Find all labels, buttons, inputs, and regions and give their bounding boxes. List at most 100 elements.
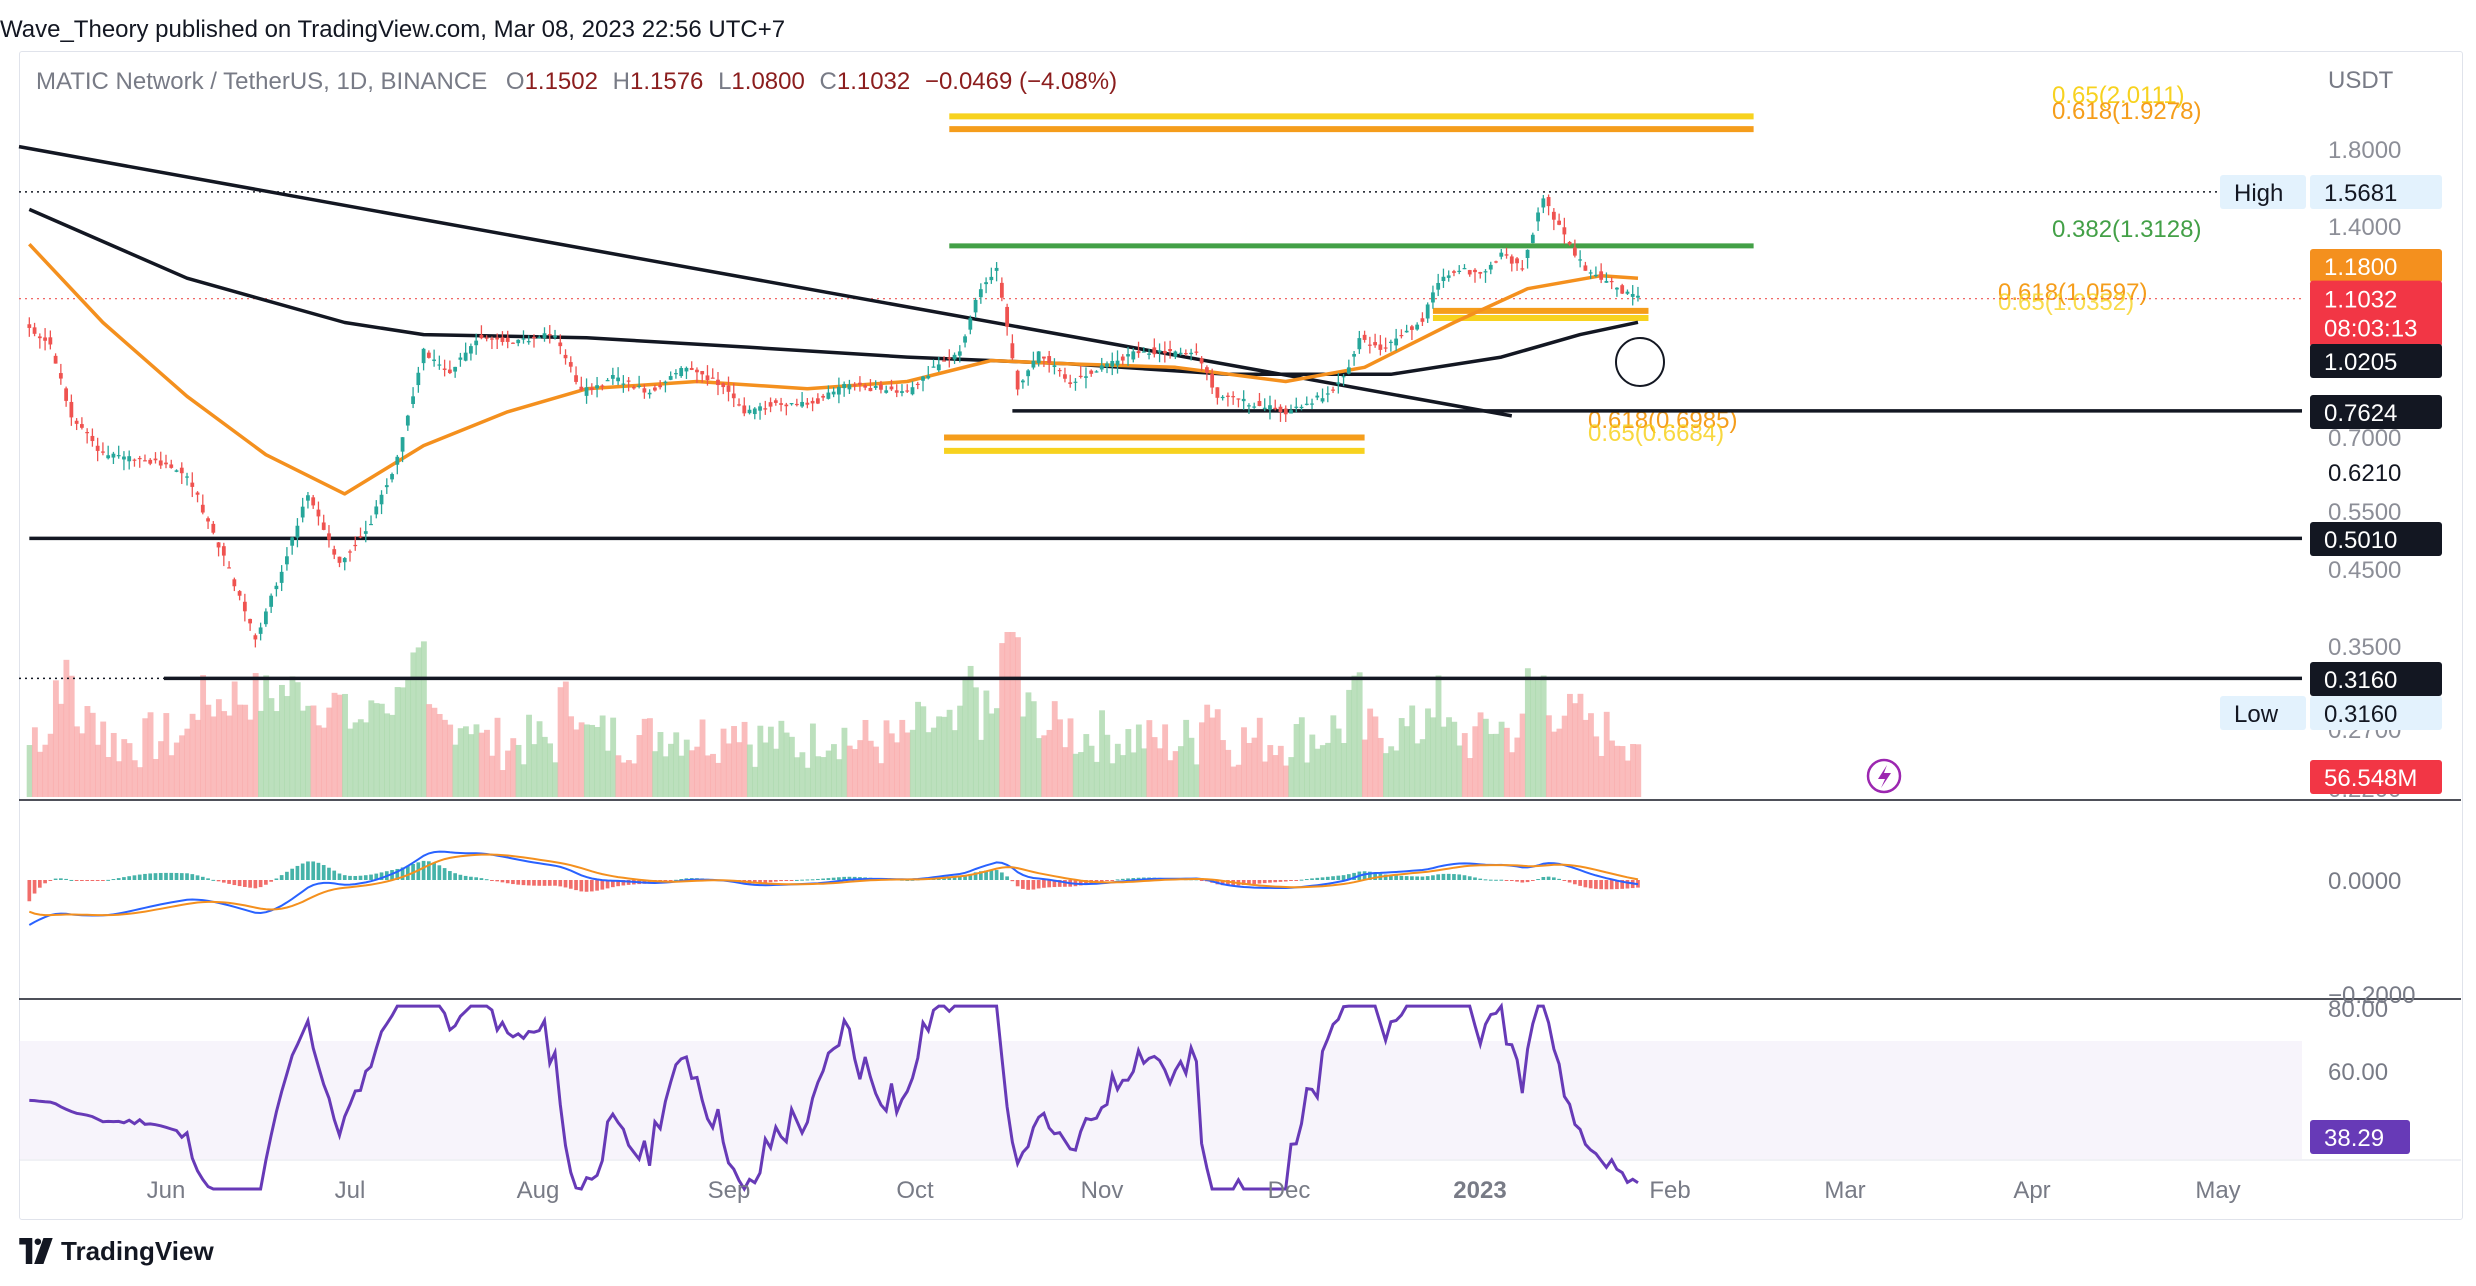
candle-body	[27, 324, 32, 328]
volume-bar	[583, 724, 590, 797]
macd-histogram-bar	[1294, 880, 1299, 881]
candle-body	[1383, 347, 1388, 349]
candle-body	[300, 506, 305, 518]
candle-body	[316, 509, 321, 517]
macd-histogram-bar	[500, 880, 505, 883]
candle-body	[200, 504, 205, 513]
candle-body	[1373, 342, 1378, 346]
macd-histogram-bar	[1078, 880, 1083, 886]
volume-bar	[168, 755, 175, 797]
macd-histogram-bar	[206, 878, 210, 880]
candle-body	[505, 337, 510, 342]
macd-signal-line	[28, 853, 1639, 917]
macd-histogram-bar	[321, 865, 326, 880]
macd-line	[28, 850, 1639, 926]
macd-histogram-bar	[1000, 872, 1004, 880]
volume-bar	[42, 744, 49, 797]
candle-body	[784, 404, 789, 407]
candle-body	[342, 558, 347, 563]
volume-bar	[342, 693, 348, 797]
volume-bar	[1146, 720, 1153, 797]
candle-body	[1536, 212, 1540, 222]
volume-bar	[1241, 727, 1247, 797]
candle-body	[374, 506, 379, 515]
volume-bar	[426, 704, 433, 797]
candle-body	[1346, 367, 1351, 374]
tradingview-logo-icon	[19, 1238, 53, 1264]
candle-body	[779, 403, 783, 405]
price-tag-box	[2310, 522, 2442, 556]
volume-bar	[405, 679, 412, 797]
candle-body	[1525, 249, 1530, 258]
volume-bar	[468, 734, 475, 797]
macd-histogram-bar	[132, 875, 137, 880]
macd-histogram-bar	[369, 874, 373, 880]
volume-bar	[441, 719, 448, 797]
volume-bar	[1588, 713, 1594, 797]
candle-body	[495, 337, 500, 340]
macd-histogram-bar	[221, 880, 226, 883]
volume-bar	[1099, 710, 1105, 797]
volume-bar	[315, 725, 322, 797]
candle-body	[48, 337, 53, 345]
candle-body	[95, 445, 100, 451]
macd-histogram-bar	[805, 879, 810, 881]
candle-body	[800, 401, 804, 407]
macd-histogram-bar	[1099, 880, 1104, 882]
candle-body	[285, 556, 289, 565]
macd-histogram-bar	[505, 880, 510, 884]
candle-body	[1520, 268, 1525, 270]
volume-bar	[510, 738, 517, 797]
volume-bar	[1051, 701, 1058, 797]
macd-histogram-bar	[553, 880, 557, 886]
candle-body	[1052, 365, 1057, 367]
chart-frame[interactable]	[19, 51, 2463, 1220]
volume-bar	[373, 703, 380, 797]
volume-bar	[126, 743, 133, 797]
candle-body	[242, 601, 247, 612]
macd-histogram-bar	[164, 872, 168, 880]
macd-histogram-bar	[842, 876, 846, 880]
volume-bar	[452, 744, 459, 797]
volume-bar	[1193, 764, 1200, 797]
volume-bar	[625, 760, 632, 797]
candle-body	[1394, 338, 1399, 346]
price-tag-box	[2310, 249, 2442, 283]
macd-histogram-bar	[148, 873, 153, 880]
volume-bar	[116, 761, 122, 797]
candle-body	[337, 556, 342, 563]
macd-histogram-bar	[248, 880, 252, 888]
macd-histogram-bar	[1299, 879, 1304, 881]
candle-body	[668, 376, 673, 380]
volume-bar	[200, 675, 207, 797]
tradingview-logo[interactable]: TradingView	[19, 1234, 214, 1268]
macd-histogram-bar	[1536, 879, 1540, 881]
macd-histogram-bar	[1615, 880, 1619, 890]
volume-bar	[1283, 765, 1289, 797]
macd-histogram-bar	[1036, 880, 1041, 889]
macd-histogram-bar	[1273, 880, 1278, 883]
macd-histogram-bar	[847, 876, 852, 880]
volume-bar	[699, 719, 706, 797]
close-label: C	[819, 68, 837, 95]
macd-histogram-bar	[1331, 876, 1335, 880]
macd-histogram-bar	[74, 880, 79, 881]
macd-histogram-bar	[448, 871, 452, 880]
macd-histogram-bar	[1031, 880, 1036, 890]
macd-histogram-bar	[1404, 876, 1409, 880]
volume-bar	[1630, 744, 1636, 797]
volume-bar	[610, 717, 617, 797]
macd-histogram-bar	[374, 873, 379, 880]
candle-body	[1362, 334, 1367, 340]
candle-body	[290, 537, 295, 546]
candle-body	[574, 375, 578, 382]
macd-histogram-bar	[1136, 877, 1141, 880]
candle-body	[1625, 291, 1630, 294]
volume-bar	[820, 757, 827, 797]
candle-body	[595, 385, 599, 389]
low-label: L	[718, 68, 732, 95]
price-tag-value: 0.3160	[2324, 667, 2397, 694]
volume-bar	[463, 726, 469, 797]
macd-histogram-bar	[469, 876, 473, 880]
